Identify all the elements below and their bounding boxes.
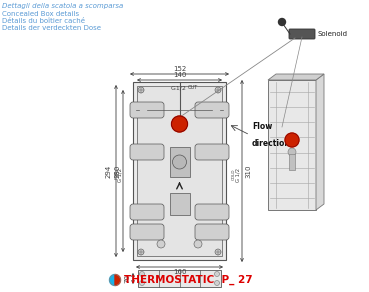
- Polygon shape: [316, 74, 324, 210]
- FancyBboxPatch shape: [289, 29, 315, 39]
- Circle shape: [215, 87, 221, 93]
- Bar: [138, 270, 221, 287]
- Circle shape: [194, 240, 202, 248]
- Circle shape: [172, 116, 187, 132]
- Text: Concealed Box details: Concealed Box details: [2, 11, 79, 17]
- Text: Solenoid: Solenoid: [317, 31, 347, 37]
- Circle shape: [138, 87, 144, 93]
- Bar: [169, 193, 190, 215]
- Bar: [289, 154, 295, 170]
- FancyBboxPatch shape: [195, 144, 229, 160]
- Polygon shape: [268, 74, 324, 80]
- Text: Flow: Flow: [252, 122, 272, 131]
- Text: 310: 310: [245, 164, 251, 178]
- FancyBboxPatch shape: [195, 204, 229, 220]
- Text: Details der verdeckten Dose: Details der verdeckten Dose: [2, 25, 101, 32]
- Circle shape: [279, 18, 286, 25]
- Bar: [133, 82, 226, 260]
- Circle shape: [157, 240, 165, 248]
- FancyBboxPatch shape: [130, 204, 164, 220]
- Bar: [169, 147, 190, 177]
- Text: 70: 70: [124, 274, 130, 283]
- FancyBboxPatch shape: [195, 224, 229, 240]
- Text: direction: direction: [252, 139, 291, 148]
- Text: 280: 280: [115, 164, 121, 178]
- Circle shape: [215, 249, 221, 255]
- Wedge shape: [110, 274, 115, 286]
- Text: 140: 140: [173, 72, 186, 78]
- Text: HOT: HOT: [115, 170, 119, 179]
- Text: G1/2: G1/2: [171, 85, 188, 90]
- Text: OUT: OUT: [187, 85, 198, 90]
- Text: G 1/2: G 1/2: [235, 167, 241, 182]
- Circle shape: [139, 281, 145, 286]
- Circle shape: [138, 249, 144, 255]
- Text: 160: 160: [173, 269, 186, 275]
- FancyBboxPatch shape: [130, 102, 164, 118]
- Circle shape: [288, 148, 296, 156]
- Circle shape: [172, 155, 186, 169]
- FancyBboxPatch shape: [130, 224, 164, 240]
- Circle shape: [214, 281, 220, 286]
- Bar: [268, 80, 316, 210]
- Circle shape: [214, 272, 220, 277]
- Circle shape: [139, 272, 145, 277]
- Text: THERMOSTATIC  P_ 27: THERMOSTATIC P_ 27: [124, 275, 253, 285]
- FancyBboxPatch shape: [195, 102, 229, 118]
- Text: 294: 294: [106, 164, 112, 178]
- Text: COLD: COLD: [232, 169, 236, 180]
- Wedge shape: [115, 274, 121, 286]
- Text: G 1/2: G 1/2: [117, 167, 123, 182]
- Bar: [137, 86, 222, 256]
- Text: Détails du boîtier caché: Détails du boîtier caché: [2, 18, 85, 24]
- Text: Dettagli della scatola a scomparsa: Dettagli della scatola a scomparsa: [2, 3, 123, 9]
- FancyBboxPatch shape: [130, 144, 164, 160]
- Circle shape: [285, 133, 299, 147]
- Text: 152: 152: [173, 66, 186, 72]
